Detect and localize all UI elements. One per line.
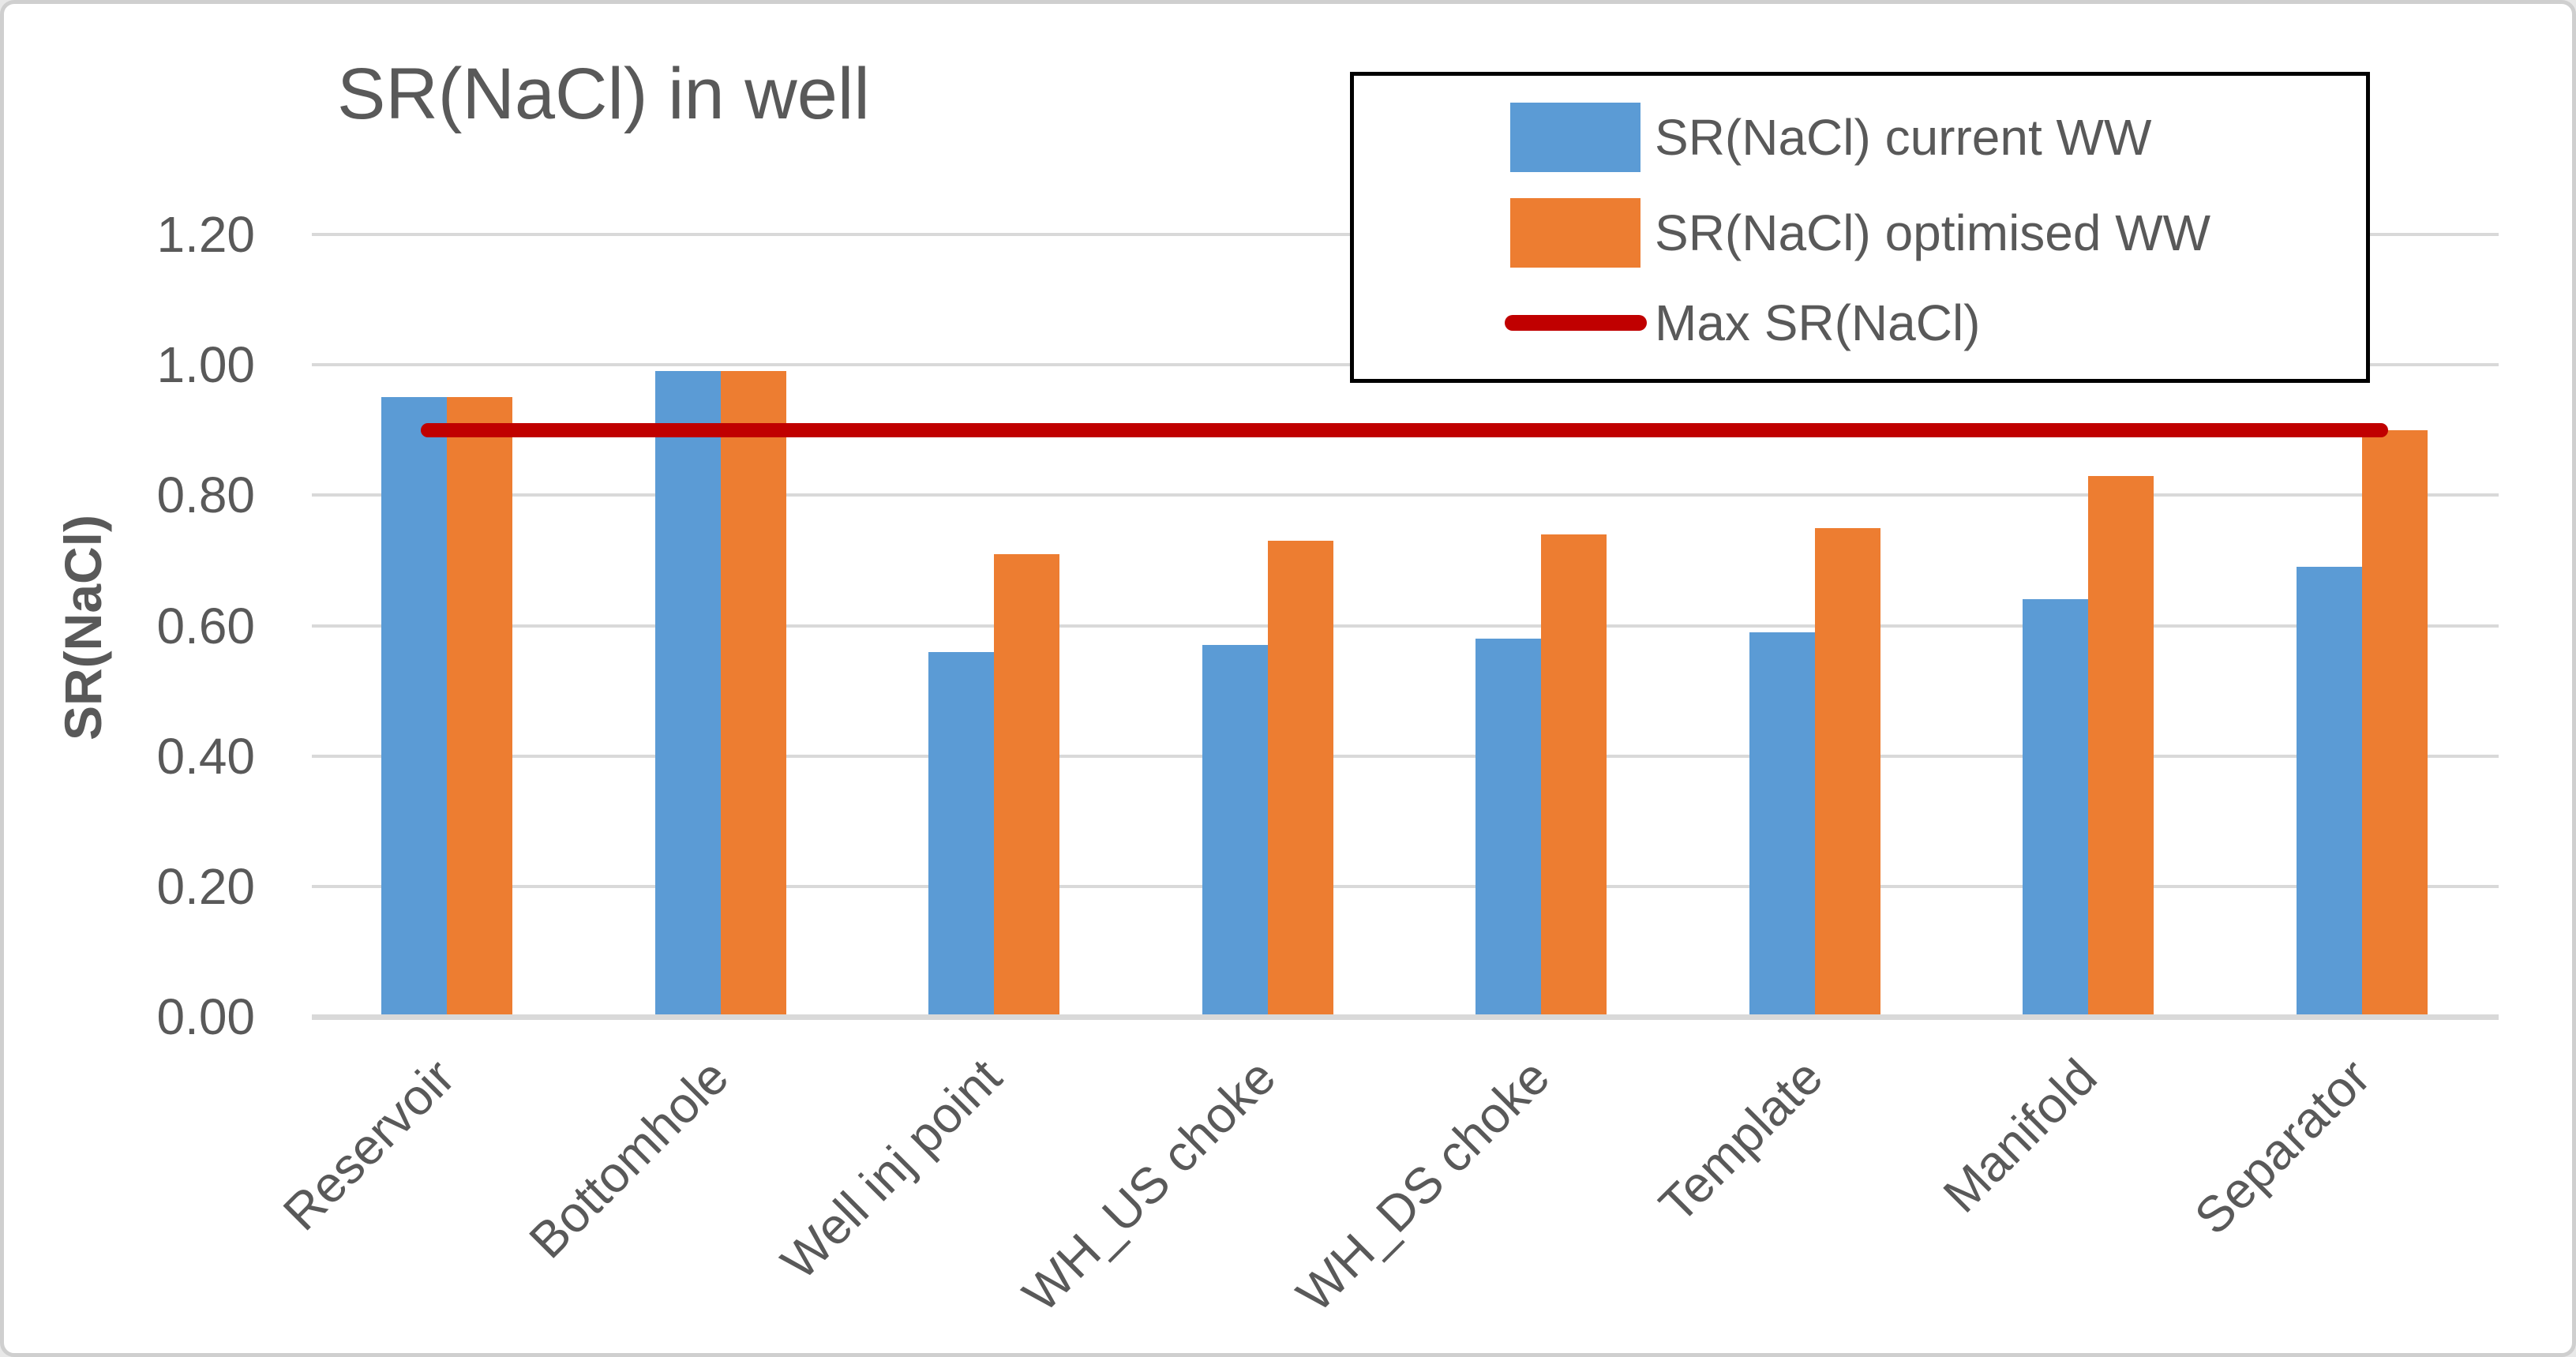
gridline xyxy=(312,624,2499,628)
bar-optimised xyxy=(1541,534,1607,1017)
legend-label-optimised: SR(NaCl) optimised WW xyxy=(1655,204,2211,261)
y-tick-label: 0.80 xyxy=(156,467,255,524)
y-tick-label: 0.20 xyxy=(156,857,255,915)
bar-current xyxy=(654,371,721,1017)
gridline xyxy=(312,754,2499,758)
x-category-label: Reservoir xyxy=(272,1048,466,1242)
legend-label-current: SR(NaCl) current WW xyxy=(1655,109,2152,167)
gridline xyxy=(312,493,2499,497)
x-category-label: WH_US choke xyxy=(1011,1048,1287,1323)
bar-optimised xyxy=(720,371,786,1017)
y-tick-label: 1.20 xyxy=(156,206,255,263)
x-category-label: Separator xyxy=(2183,1048,2381,1246)
x-category-label: WH_DS choke xyxy=(1285,1048,1560,1323)
gridline xyxy=(312,884,2499,888)
bar-current xyxy=(2296,567,2362,1017)
bar-current xyxy=(928,651,995,1017)
bar-current xyxy=(2023,599,2089,1017)
x-axis-line xyxy=(312,1014,2499,1020)
y-tick-label: 0.00 xyxy=(156,988,255,1045)
legend-entry-current: SR(NaCl) current WW xyxy=(1510,103,2350,173)
legend-swatch-current xyxy=(1510,103,1640,173)
chart-title: SR(NaCl) in well xyxy=(337,54,870,134)
bar-current xyxy=(381,397,447,1017)
y-tick-label: 0.60 xyxy=(156,597,255,654)
legend-swatch-optimised xyxy=(1510,197,1640,268)
bar-current xyxy=(1475,639,1542,1017)
x-category-label: Bottomhole xyxy=(518,1048,740,1269)
x-category-label: Well inj point xyxy=(771,1048,1013,1291)
legend-label-max-line: Max SR(NaCl) xyxy=(1655,294,1981,351)
x-category-label: Template xyxy=(1648,1048,1834,1234)
bar-optimised xyxy=(2088,475,2154,1017)
bar-optimised xyxy=(994,553,1060,1017)
bar-current xyxy=(1749,632,1815,1017)
bar-optimised xyxy=(447,397,512,1017)
legend-entry-max-line: Max SR(NaCl) xyxy=(1505,294,2350,352)
y-tick-label: 0.40 xyxy=(156,727,255,785)
bar-optimised xyxy=(1814,527,1880,1017)
y-tick-label: 1.00 xyxy=(156,336,255,394)
max-sr-line xyxy=(421,422,2388,437)
bar-current xyxy=(1202,645,1268,1017)
legend-swatch-max-line xyxy=(1505,314,1647,331)
x-category-label: Manifold xyxy=(1932,1048,2108,1224)
bar-optimised xyxy=(1267,541,1333,1017)
bar-optimised xyxy=(2361,429,2428,1017)
legend: SR(NaCl) current WW SR(NaCl) optimised W… xyxy=(1350,72,2370,383)
legend-entry-optimised: SR(NaCl) optimised WW xyxy=(1510,197,2350,268)
